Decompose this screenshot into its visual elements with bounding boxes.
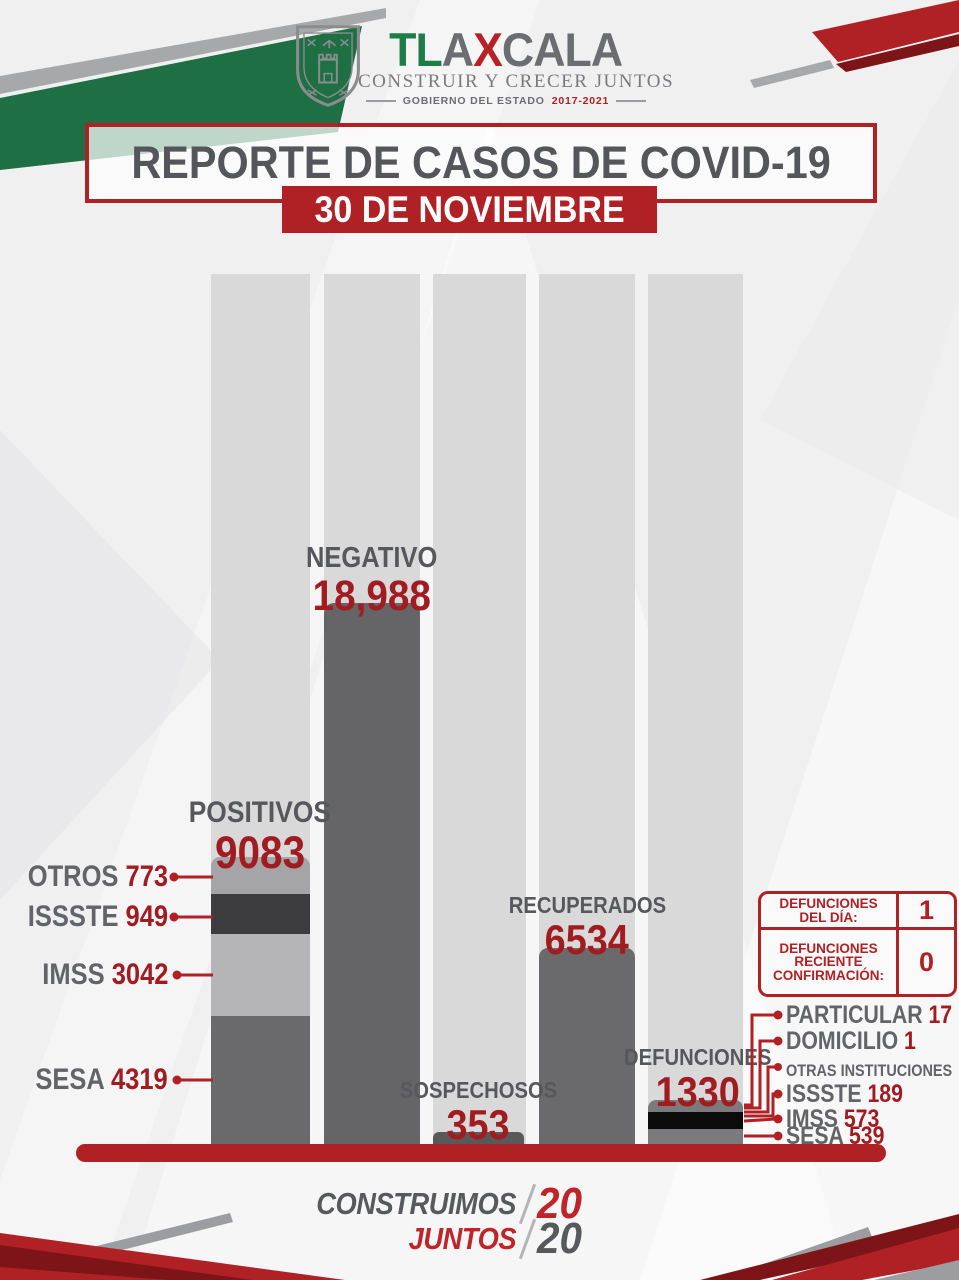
- category-label: DEFUNCIONES: [624, 1044, 772, 1070]
- category-value: 6534: [544, 916, 630, 963]
- bar-segment-issste: [211, 894, 310, 934]
- bar-sospechosos: [433, 1132, 524, 1145]
- breakdown-value: 949: [125, 900, 168, 933]
- footer-logo-line2: JUNTOS 20: [300, 1214, 586, 1263]
- tlaxcala-coat-of-arms-icon: [296, 25, 360, 107]
- breakdown-imss-pos: IMSS 3042: [20, 960, 168, 990]
- category-label: POSITIVOS: [188, 796, 332, 829]
- ribbon-bottom-right-gray-corner: [874, 1260, 959, 1280]
- breakdown-value: 3042: [111, 958, 168, 991]
- bar-positivos: [211, 857, 310, 1145]
- breakdown-name: ISSSTE: [27, 900, 119, 933]
- category-label: NEGATIVO: [306, 542, 438, 574]
- breakdown-value: 4319: [111, 1063, 168, 1096]
- ribbon-bottom-right-red: [772, 1228, 959, 1280]
- breakdown-sesa-pos: SESA 4319: [12, 1065, 168, 1095]
- breakdown-otros: OTROS 773: [3, 862, 168, 892]
- state-logo: TLAXCALA CONSTRUIR Y CRECER JUNTOS GOBIE…: [358, 23, 675, 108]
- category-label: RECUPERADOS: [508, 892, 666, 918]
- ribbon-bottom-right-darkred: [700, 1214, 959, 1280]
- breakdown-value: 17: [928, 1001, 953, 1029]
- breakdown-name: OTROS: [27, 860, 119, 893]
- government-years: 2017-2021: [551, 95, 610, 107]
- breakdown-value: 539: [848, 1122, 885, 1150]
- chart-column-track-sospechosos: [433, 274, 526, 1145]
- footer-year-bottom: 20: [537, 1214, 583, 1263]
- logo-tagline: CONSTRUIR Y CRECER JUNTOS: [358, 71, 675, 92]
- wordmark-part: CALA: [502, 23, 623, 76]
- rule-left: [365, 100, 396, 102]
- ribbon-bottom-right-gray: [755, 1227, 872, 1278]
- bar-defunciones: [648, 1100, 743, 1145]
- category-negativo: NEGATIVO 18,988: [262, 542, 482, 618]
- deaths-table-value-recent: 0: [918, 946, 935, 977]
- page-title: REPORTE DE CASOS DE COVID-19: [131, 137, 831, 188]
- deaths-table-label-recent: DEFUNCIONES RECIENTE CONFIRMACIÓN:: [761, 930, 899, 994]
- category-value: 18,988: [312, 572, 432, 620]
- breakdown-value: 1: [904, 1027, 916, 1055]
- breakdown-imss-def: IMSS 573: [786, 1106, 896, 1132]
- breakdown-name: SESA: [786, 1122, 844, 1150]
- breakdown-name: SESA: [35, 1063, 105, 1096]
- slash-icon: [518, 1218, 537, 1260]
- bar-segment-defunciones-bottom: [648, 1129, 743, 1145]
- category-value: 1330: [655, 1068, 741, 1115]
- logo-government-line: GOBIERNO DEL ESTADO 2017-2021: [358, 95, 654, 107]
- breakdown-value: 573: [843, 1105, 880, 1133]
- breakdown-name: OTRAS INSTITUCIONES: [786, 1061, 953, 1080]
- deaths-summary-table: DEFUNCIONES DEL DÍA: 1 DEFUNCIONES RECIE…: [758, 891, 957, 997]
- breakdown-particular: PARTICULAR 17: [786, 1002, 959, 1028]
- report-date: 30 DE NOVIEMBRE: [314, 188, 625, 230]
- wordmark-part: X: [473, 23, 503, 76]
- footer-word-construimos: CONSTRUIMOS: [316, 1186, 517, 1221]
- breakdown-name: IMSS: [41, 958, 105, 991]
- wordmark-part: TL: [389, 23, 443, 76]
- category-value: 9083: [214, 827, 306, 878]
- bar-segment-sesa: [211, 1016, 310, 1145]
- breakdown-value: 189: [867, 1080, 903, 1108]
- footer-year-top: 20: [537, 1179, 583, 1228]
- category-positivos: POSITIVOS 9083: [150, 796, 370, 875]
- axis-baseline: [76, 1144, 886, 1162]
- report-date-badge: 30 DE NOVIEMBRE: [282, 186, 657, 233]
- breakdown-name: IMSS: [786, 1105, 838, 1133]
- breakdown-issste-def: ISSSTE 189: [786, 1081, 924, 1107]
- bar-segment-defunciones-top: [648, 1100, 743, 1112]
- rule-right: [616, 100, 647, 102]
- breakdown-domicilio: DOMICILIO 1: [786, 1028, 939, 1054]
- category-recuperados: RECUPERADOS 6534: [477, 892, 697, 961]
- bar-recuperados: [539, 948, 635, 1145]
- wordmark-tlaxcala: TLAXCALA: [389, 23, 623, 76]
- breakdown-name: ISSSTE: [786, 1080, 862, 1108]
- bar-segment-imss: [211, 934, 310, 1016]
- ribbon-top-right-red: [812, 0, 959, 62]
- breakdown-sesa-def: SESA 539: [786, 1123, 902, 1149]
- category-defunciones: DEFUNCIONES 1330: [588, 1044, 808, 1113]
- deaths-table-value-today: 1: [899, 894, 954, 930]
- chart-column-track-defunciones: [648, 274, 743, 1145]
- breakdown-name: DOMICILIO: [786, 1027, 899, 1055]
- ribbon-bottom-left-gray: [56, 1213, 233, 1266]
- breakdown-name: PARTICULAR: [786, 1001, 923, 1029]
- government-label: GOBIERNO DEL ESTADO: [402, 95, 545, 107]
- bar-segment-defunciones-black: [648, 1112, 743, 1129]
- category-sospechosos: SOSPECHOSOS 353: [368, 1077, 588, 1146]
- footer-word-juntos: JUNTOS: [408, 1221, 517, 1256]
- category-label: SOSPECHOSOS: [399, 1077, 557, 1103]
- category-value: 353: [446, 1101, 510, 1148]
- footer-logo-line1: CONSTRUIMOS 20: [300, 1179, 586, 1228]
- ribbon-bottom-left-darkred: [0, 1245, 252, 1280]
- bar-segment-otros: [211, 857, 310, 894]
- ribbon-bottom-left-red: [0, 1233, 345, 1280]
- ribbon-top-right-darkred: [836, 34, 959, 72]
- wordmark-part: A: [442, 23, 474, 76]
- deaths-table-label-today: DEFUNCIONES DEL DÍA:: [761, 894, 899, 930]
- breakdown-issste-pos: ISSSTE 949: [3, 902, 168, 932]
- breakdown-value: 773: [125, 860, 168, 893]
- ribbon-top-right-gray: [750, 60, 834, 88]
- bar-negativo: [324, 603, 420, 1145]
